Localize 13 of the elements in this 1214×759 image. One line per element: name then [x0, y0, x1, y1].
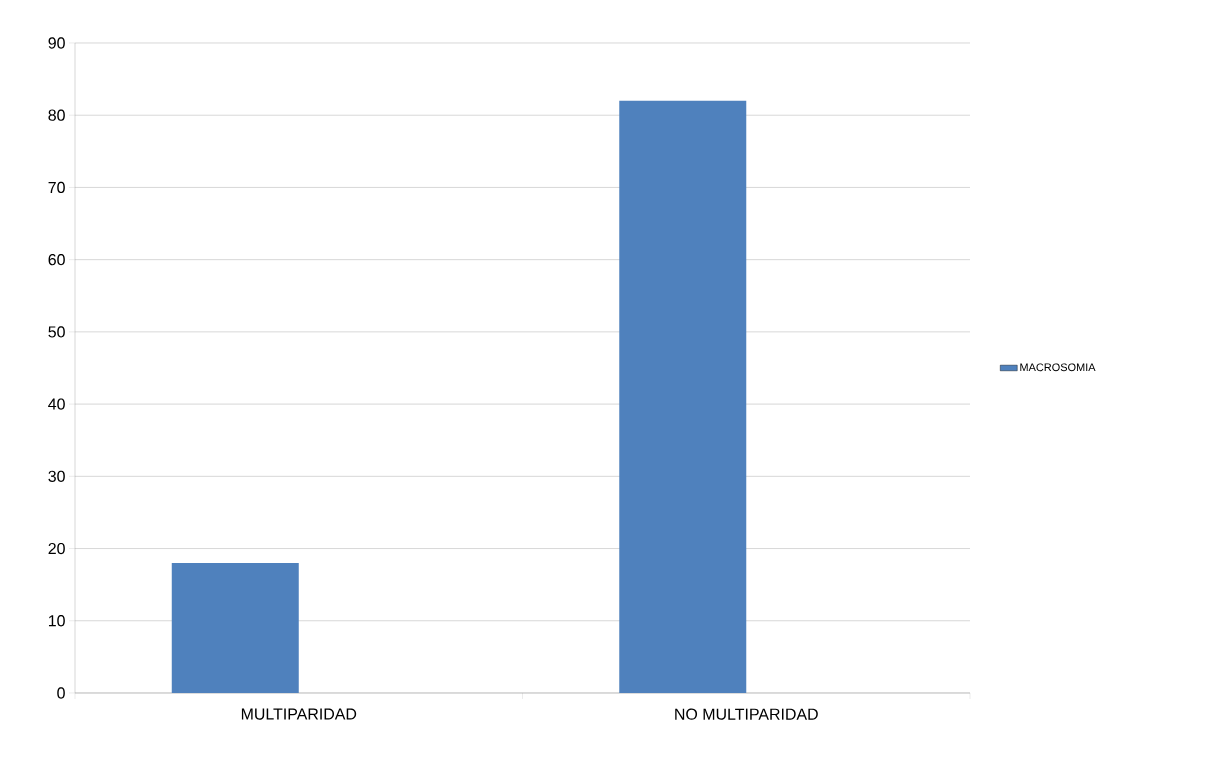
y-tick-label: 40	[48, 398, 65, 410]
y-tick-label: 60	[48, 254, 65, 266]
x-tick-label: MULTIPARIDAD	[241, 708, 357, 720]
legend-label: MACROSOMIA	[1020, 363, 1096, 372]
y-tick-label: 80	[48, 109, 65, 121]
y-tick-label: 90	[48, 37, 65, 49]
y-tick-label: 50	[48, 326, 65, 338]
y-tick-label: 30	[48, 470, 65, 482]
x-tick-label: NO MULTIPARIDAD	[675, 708, 818, 720]
y-tick-label: 10	[48, 615, 65, 627]
y-tick-label: 0	[57, 687, 65, 699]
y-tick-label: 70	[48, 181, 65, 194]
y-tick-label: 20	[48, 542, 65, 555]
